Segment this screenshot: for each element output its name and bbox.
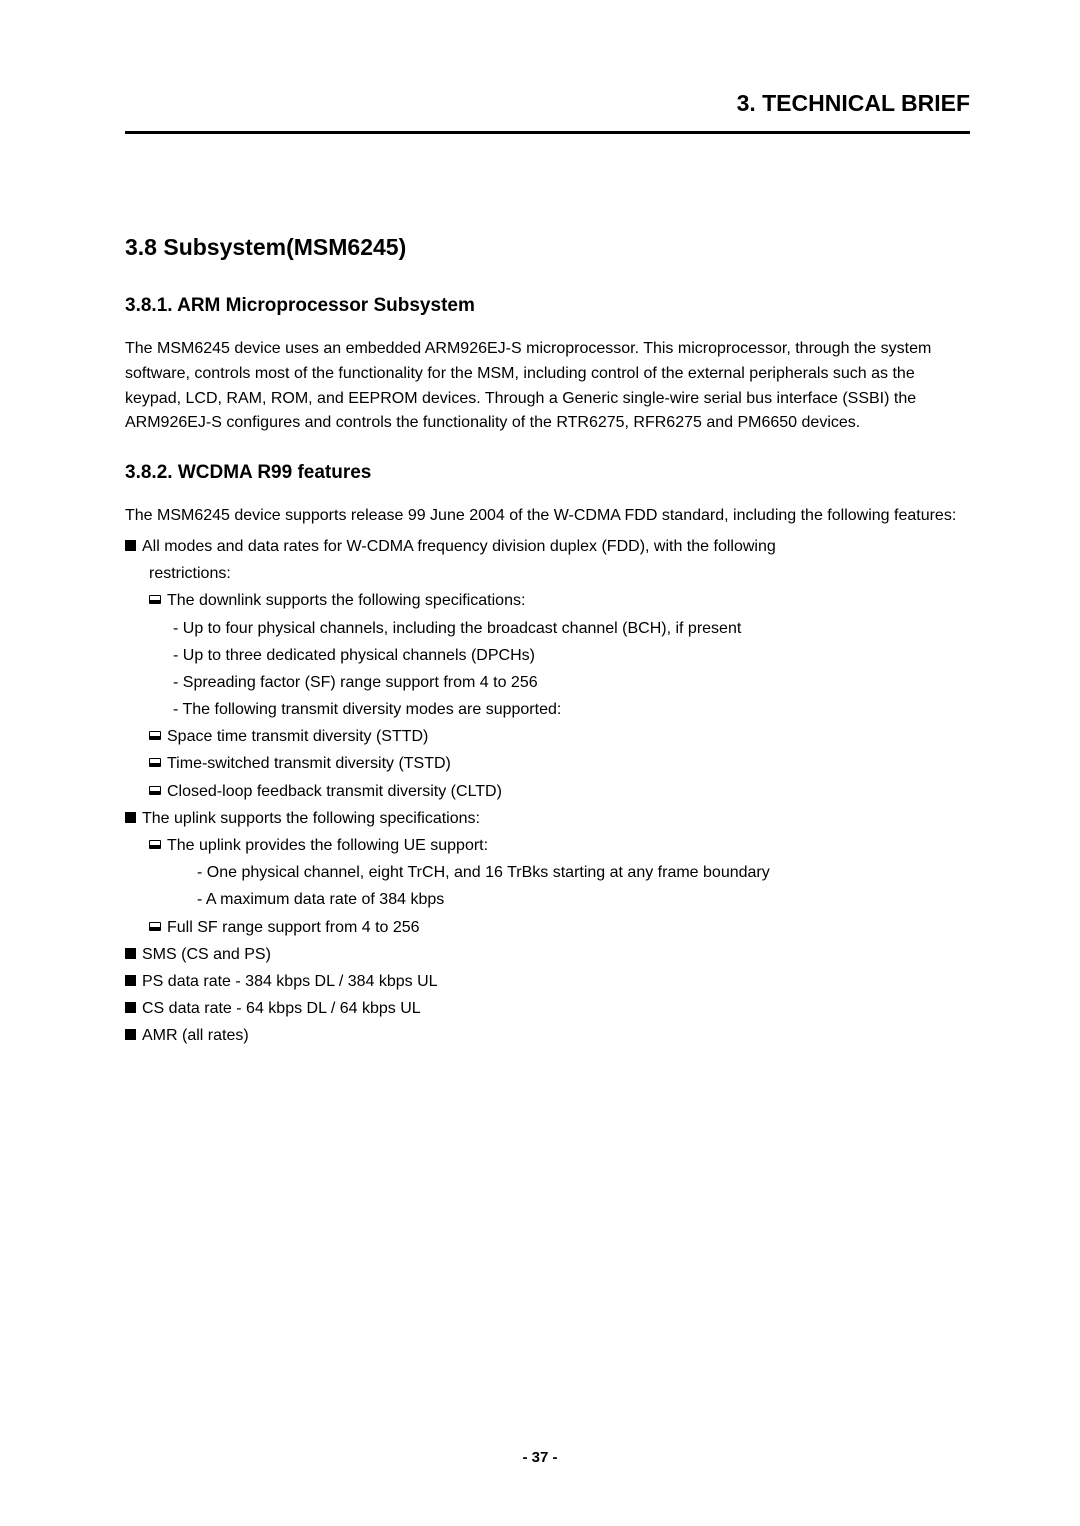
header-title: 3. TECHNICAL BRIEF (737, 90, 970, 116)
list-text: - Up to three dedicated physical channel… (173, 647, 535, 664)
list-text: The downlink supports the following spec… (167, 592, 525, 609)
paragraph: The MSM6245 device uses an embedded ARM9… (125, 337, 970, 436)
list-item: Space time transmit diversity (STTD) (125, 723, 970, 750)
list-text: The uplink supports the following specif… (142, 810, 480, 827)
list-text: restrictions: (149, 565, 231, 582)
list-text: All modes and data rates for W-CDMA freq… (142, 538, 776, 555)
list-text: Closed-loop feedback transmit diversity … (167, 783, 502, 800)
list-item: - Up to three dedicated physical channel… (125, 642, 970, 669)
list-text: PS data rate - 384 kbps DL / 384 kbps UL (142, 973, 438, 990)
list-item: Time-switched transmit diversity (TSTD) (125, 750, 970, 777)
list-item: All modes and data rates for W-CDMA freq… (125, 533, 970, 560)
subsection-heading: 3.8.1. ARM Microprocessor Subsystem (125, 295, 970, 317)
list-item: PS data rate - 384 kbps DL / 384 kbps UL (125, 968, 970, 995)
list-text: The uplink provides the following UE sup… (167, 837, 488, 854)
square-bullet-icon (125, 975, 136, 986)
subsection-wcdma: 3.8.2. WCDMA R99 features The MSM6245 de… (125, 462, 970, 1049)
open-bullet-icon (149, 840, 161, 849)
open-bullet-icon (149, 786, 161, 795)
list-text: Full SF range support from 4 to 256 (167, 919, 420, 936)
square-bullet-icon (125, 1029, 136, 1040)
open-bullet-icon (149, 758, 161, 767)
list-item: The uplink supports the following specif… (125, 805, 970, 832)
open-bullet-icon (149, 731, 161, 740)
list-text: - Spreading factor (SF) range support fr… (173, 674, 538, 691)
open-bullet-icon (149, 922, 161, 931)
square-bullet-icon (125, 1002, 136, 1013)
feature-list: All modes and data rates for W-CDMA freq… (125, 533, 970, 1050)
square-bullet-icon (125, 948, 136, 959)
list-text: SMS (CS and PS) (142, 946, 271, 963)
list-item: The downlink supports the following spec… (125, 587, 970, 614)
list-item: - The following transmit diversity modes… (125, 696, 970, 723)
square-bullet-icon (125, 812, 136, 823)
list-item: restrictions: (125, 560, 970, 587)
list-item: The uplink provides the following UE sup… (125, 832, 970, 859)
page-number: - 37 - (0, 1449, 1080, 1466)
subsection-heading: 3.8.2. WCDMA R99 features (125, 462, 970, 484)
list-item: Closed-loop feedback transmit diversity … (125, 778, 970, 805)
list-item: SMS (CS and PS) (125, 941, 970, 968)
list-text: - A maximum data rate of 384 kbps (197, 891, 444, 908)
list-text: Space time transmit diversity (STTD) (167, 728, 428, 745)
list-item: AMR (all rates) (125, 1022, 970, 1049)
list-text: AMR (all rates) (142, 1027, 249, 1044)
list-text: CS data rate - 64 kbps DL / 64 kbps UL (142, 1000, 421, 1017)
list-text: - Up to four physical channels, includin… (173, 620, 741, 637)
open-bullet-icon (149, 595, 161, 604)
section-heading: 3.8 Subsystem(MSM6245) (125, 234, 970, 261)
subsection-arm: 3.8.1. ARM Microprocessor Subsystem The … (125, 295, 970, 436)
list-item: - One physical channel, eight TrCH, and … (125, 859, 970, 886)
list-item: - Spreading factor (SF) range support fr… (125, 669, 970, 696)
list-text: Time-switched transmit diversity (TSTD) (167, 755, 451, 772)
list-item: - A maximum data rate of 384 kbps (125, 886, 970, 913)
list-item: - Up to four physical channels, includin… (125, 615, 970, 642)
list-item: CS data rate - 64 kbps DL / 64 kbps UL (125, 995, 970, 1022)
list-text: - The following transmit diversity modes… (173, 701, 561, 718)
page-header: 3. TECHNICAL BRIEF (125, 90, 970, 134)
square-bullet-icon (125, 540, 136, 551)
paragraph: The MSM6245 device supports release 99 J… (125, 504, 970, 529)
list-text: - One physical channel, eight TrCH, and … (197, 864, 770, 881)
list-item: Full SF range support from 4 to 256 (125, 914, 970, 941)
